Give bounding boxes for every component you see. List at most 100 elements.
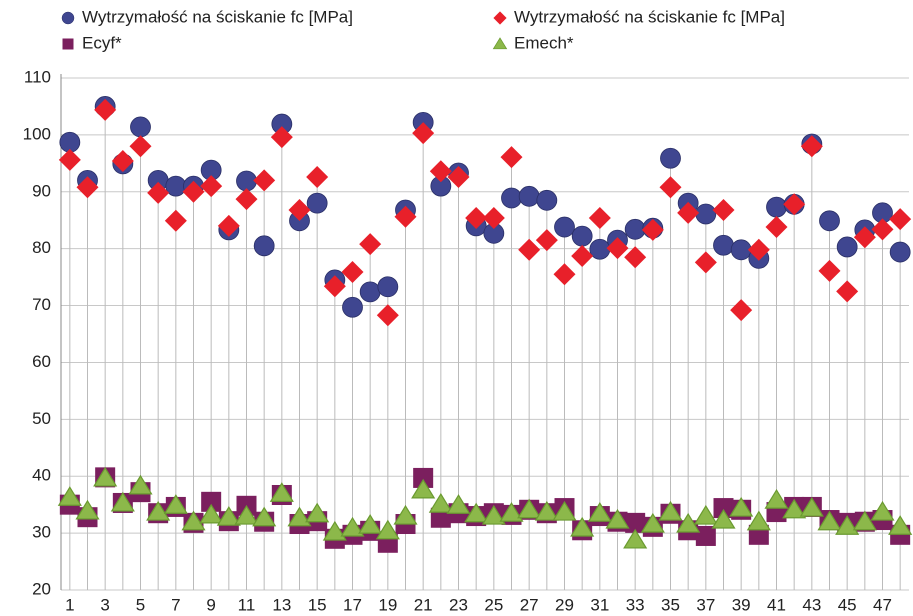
point [306, 192, 328, 214]
point [713, 498, 734, 519]
point [677, 201, 700, 224]
point [571, 225, 593, 247]
point [447, 165, 470, 188]
point [499, 502, 524, 522]
x-tick-label: 43 [802, 595, 821, 614]
x-tick-label: 27 [520, 595, 539, 614]
point [888, 515, 913, 535]
point [676, 512, 701, 533]
point [694, 251, 717, 274]
point [693, 504, 718, 525]
point [446, 494, 471, 514]
point [236, 170, 257, 192]
point [625, 512, 646, 533]
point [534, 500, 559, 521]
point [852, 510, 877, 531]
point [111, 150, 134, 173]
point [164, 209, 187, 232]
point [587, 502, 612, 522]
point [464, 502, 489, 523]
point [413, 467, 434, 488]
point [765, 216, 788, 239]
point [376, 304, 399, 327]
x-tick-label: 25 [484, 595, 503, 614]
point [234, 504, 259, 525]
x-tick-label: 3 [100, 595, 109, 614]
point [377, 276, 399, 298]
point [58, 148, 81, 171]
x-tick-label: 29 [555, 595, 574, 614]
legend-label: Ecyf* [82, 33, 122, 52]
y-tick-label: 70 [32, 295, 51, 314]
point [695, 203, 717, 225]
x-tick-label: 9 [206, 595, 215, 614]
point [428, 492, 453, 513]
point [500, 146, 523, 169]
x-tick-label: 45 [838, 595, 857, 614]
legend-marker [62, 38, 74, 50]
point [75, 499, 100, 520]
point [110, 491, 135, 512]
y-tick-label: 90 [32, 181, 51, 200]
point [288, 198, 311, 221]
point [199, 503, 224, 524]
point [235, 188, 258, 211]
x-tick-label: 7 [171, 595, 180, 614]
point [658, 500, 683, 521]
point [306, 165, 329, 188]
point [430, 507, 451, 528]
point [605, 508, 630, 529]
point [889, 241, 911, 263]
x-tick-label: 19 [378, 595, 397, 614]
point [624, 218, 646, 240]
x-tick-label: 23 [449, 595, 468, 614]
point [695, 525, 716, 546]
point [623, 528, 648, 549]
point [835, 515, 860, 535]
point [659, 176, 682, 199]
point [342, 296, 363, 318]
point [322, 520, 347, 541]
point [518, 238, 541, 261]
y-tick-label: 110 [24, 67, 51, 86]
point [217, 214, 240, 237]
point [358, 513, 383, 534]
x-tick-label: 33 [626, 595, 645, 614]
y-tick-label: 50 [32, 409, 51, 428]
point [393, 504, 418, 525]
point [554, 216, 575, 238]
point [465, 206, 488, 229]
point [216, 506, 241, 526]
point [552, 500, 577, 521]
point [128, 474, 153, 495]
point [799, 496, 824, 517]
y-tick-label: 40 [32, 466, 51, 485]
point [606, 237, 629, 260]
point [641, 218, 664, 241]
point [200, 175, 223, 198]
point [570, 516, 595, 537]
point [536, 189, 558, 211]
point [481, 504, 506, 525]
point [57, 486, 82, 506]
point [800, 135, 823, 158]
point [747, 238, 770, 261]
point [571, 245, 594, 268]
x-tick-label: 15 [308, 595, 327, 614]
point [817, 510, 842, 531]
point [94, 98, 117, 121]
x-tick-label: 41 [767, 595, 786, 614]
point [181, 510, 206, 531]
point [287, 506, 312, 527]
point [588, 206, 611, 229]
point [711, 508, 736, 529]
x-tick-label: 11 [238, 595, 256, 614]
point [501, 187, 522, 209]
point [253, 235, 275, 257]
point [517, 498, 542, 519]
point [76, 176, 99, 199]
point [818, 259, 841, 282]
point [270, 126, 293, 149]
point [729, 496, 754, 517]
